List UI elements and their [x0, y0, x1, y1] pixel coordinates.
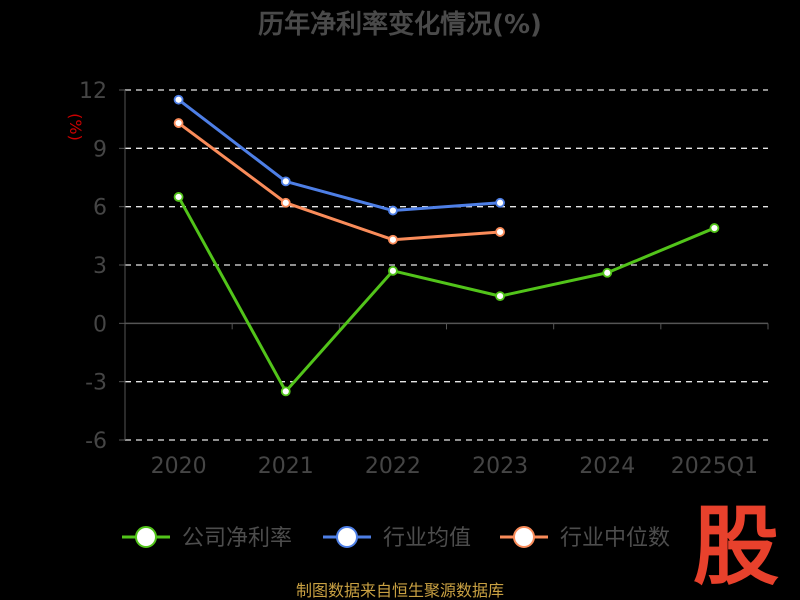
- watermark-logo: 股: [693, 497, 779, 597]
- data-point: [280, 386, 291, 397]
- data-point: [173, 118, 184, 128]
- series-0: [173, 192, 720, 397]
- legend-marker: [513, 526, 535, 548]
- data-point: [388, 205, 398, 216]
- series-1: [173, 94, 505, 216]
- y-tick-label: 9: [93, 137, 107, 162]
- series-group: [173, 94, 720, 397]
- legend-marker: [336, 526, 358, 548]
- data-point: [173, 192, 184, 202]
- x-tick-label: 2024: [579, 454, 635, 479]
- legend-item: 行业均值: [323, 526, 471, 551]
- series-line: [177, 98, 501, 213]
- data-point: [495, 197, 505, 208]
- data-point: [495, 227, 505, 237]
- y-tick-label: 0: [93, 312, 107, 337]
- y-tick-label: 6: [93, 196, 107, 221]
- source-note: 制图数据来自恒生聚源数据库: [296, 581, 504, 600]
- y-tick-label: 12: [79, 79, 107, 104]
- legend-label: 行业中位数: [560, 526, 670, 551]
- x-tick-label: 2020: [151, 454, 207, 479]
- data-point: [388, 234, 398, 245]
- data-point: [495, 291, 505, 302]
- x-tick-labels: 2020 2021 2022 2023 2024 2025Q1: [151, 454, 758, 479]
- legend-item: 行业中位数: [500, 526, 670, 551]
- series-line: [177, 196, 715, 393]
- y-tick-label: 3: [93, 254, 107, 279]
- y-tick-label: -3: [85, 371, 107, 396]
- y-axis-label: (%): [66, 113, 85, 141]
- series-2: [173, 118, 505, 245]
- x-tick-label: 2025Q1: [671, 454, 758, 479]
- data-point: [388, 265, 398, 276]
- y-tick-label: -6: [85, 429, 107, 454]
- legend-label: 公司净利率: [182, 526, 292, 551]
- data-point: [602, 267, 613, 278]
- chart-title: 历年净利率变化情况(%): [258, 9, 542, 40]
- x-tick-label: 2021: [258, 454, 314, 479]
- data-point: [173, 94, 184, 105]
- grid: [125, 89, 768, 441]
- legend: 公司净利率 行业均值 行业中位数: [122, 526, 670, 551]
- x-tick-label: 2023: [472, 454, 528, 479]
- axes: [119, 89, 769, 441]
- data-point: [280, 197, 291, 208]
- data-point: [280, 176, 291, 187]
- data-point: [709, 223, 720, 233]
- series-line: [177, 121, 501, 242]
- x-tick-label: 2022: [365, 454, 421, 479]
- legend-item: 公司净利率: [122, 526, 292, 551]
- y-tick-labels: 12 9 6 3 0 -3 -6: [79, 79, 107, 454]
- legend-marker: [135, 526, 157, 548]
- legend-label: 行业均值: [383, 526, 471, 551]
